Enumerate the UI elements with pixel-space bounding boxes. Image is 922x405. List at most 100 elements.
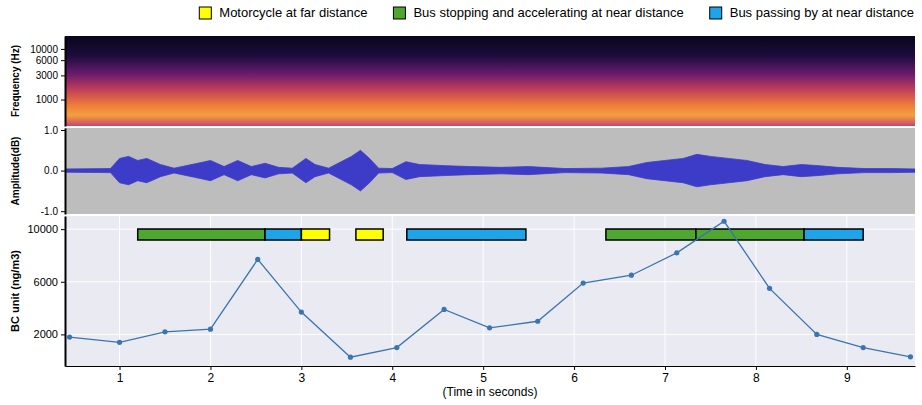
y-tick-label: -1.0 [41,206,59,217]
y-axis: 2000 6000 10000 [27,217,65,367]
y-tick: 2000 [34,328,65,340]
x-tick: 7 [662,366,669,385]
y-tick-mark [61,60,65,61]
y-tick-label: 10000 [27,223,58,235]
y-tick-mark [61,49,65,50]
y-tick-mark [61,75,65,76]
spectrogram-image [65,36,915,126]
bc-point [67,334,72,339]
bc-point [117,340,122,345]
x-axis-line [66,366,916,367]
bc-line [70,221,911,357]
x-tick: 4 [389,366,396,385]
x-tick-label: 7 [662,371,669,385]
bc-point [535,319,540,324]
legend-item: Bus stopping and accelerating at near di… [393,5,683,20]
bc-point [581,281,586,286]
y-tick: 1000 [36,94,65,105]
x-axis: 1 2 3 4 5 6 7 8 9 [66,366,916,385]
x-tick-mark [756,366,757,370]
x-tick: 5 [480,366,487,385]
legend-item: Motorcycle at far distance [199,5,367,20]
x-tick-label: 5 [480,371,487,385]
y-tick: 10000 [30,44,65,55]
legend: Motorcycle at far distance Bus stopping a… [199,5,914,20]
y-tick-label: 1000 [36,94,59,105]
bc-point [721,219,726,224]
bc-point [487,325,492,330]
y-tick: 6000 [34,276,65,288]
plot-background [65,216,915,366]
y-tick-mark [61,229,65,230]
legend-item: Bus passing by at near distance [710,5,914,20]
x-tick: 8 [753,366,760,385]
marks [67,219,913,360]
x-tick: 6 [571,366,578,385]
events [138,229,863,240]
bc-point [441,307,446,312]
x-tick-label: 4 [389,371,396,385]
y-tick-mark [61,282,65,283]
legend-label: Bus stopping and accelerating at near di… [413,5,683,20]
x-tick-mark [847,366,848,370]
bc-point [629,273,634,278]
y-tick-mark [61,334,65,335]
x-tick: 1 [117,366,124,385]
x-tick-mark [392,366,393,370]
y-tick-mark [61,100,65,101]
event-bar [301,229,329,240]
y-tick: 10000 [27,223,65,235]
legend-swatch [710,7,722,19]
x-tick-mark [301,366,302,370]
panel-line: 2000 6000 10000 BC unit (ng/m3) 1 2 3 4 5 6 7 8 9 (Ti… [9,216,916,399]
bc-point [814,332,819,337]
bc-point [162,329,167,334]
legend-swatch [199,7,211,19]
legend-label: Motorcycle at far distance [219,5,367,20]
bc-point [299,309,304,314]
event-bar [407,229,526,240]
marks [65,150,915,191]
bc-point [255,257,260,262]
event-bar [696,229,804,240]
x-tick-label: 8 [753,371,760,385]
waveform [65,150,915,191]
x-axis-title: (Time in seconds) [443,385,538,399]
panel-area: -1.0 0.0 1.0 Amplitude(dB) [10,125,915,217]
y-tick-mark [61,171,65,172]
grid-line-x [392,216,393,366]
bc-point [908,354,913,359]
x-tick-mark [574,366,575,370]
grid-line-y [65,334,915,335]
legend-label: Bus passing by at near distance [730,5,914,20]
y-tick-label: 2000 [34,328,58,340]
y-tick: 6000 [36,55,65,66]
event-bar [606,229,696,240]
x-tick: 2 [208,366,215,385]
x-tick: 3 [299,366,306,385]
y-tick: 0.0 [44,165,65,176]
y-tick-label: 6000 [34,276,58,288]
y-tick-mark [61,211,65,212]
event-bar [265,229,301,240]
bc-point [394,345,399,350]
x-tick-label: 6 [571,371,578,385]
event-bar [138,229,265,240]
x-tick-mark [483,366,484,370]
panel-spectrogram: 10003000600010000Frequency (Hz) [10,36,915,127]
bc-point [767,286,772,291]
y-tick: 1.0 [44,125,65,136]
y-axis-title: Amplitude(dB) [10,137,21,206]
y-tick-label: 3000 [36,70,59,81]
bc-point [208,327,213,332]
grid [65,216,915,366]
x-tick-label: 1 [117,371,124,385]
bc-point [861,345,866,350]
x-tick-label: 9 [844,371,851,385]
plot-background [65,128,915,214]
x-tick-label: 2 [208,371,215,385]
grid-line-y [65,281,915,282]
x-tick-label: 3 [299,371,306,385]
y-axis-title: BC unit (ng/m3) [9,250,21,332]
y-tick-mark [61,130,65,131]
